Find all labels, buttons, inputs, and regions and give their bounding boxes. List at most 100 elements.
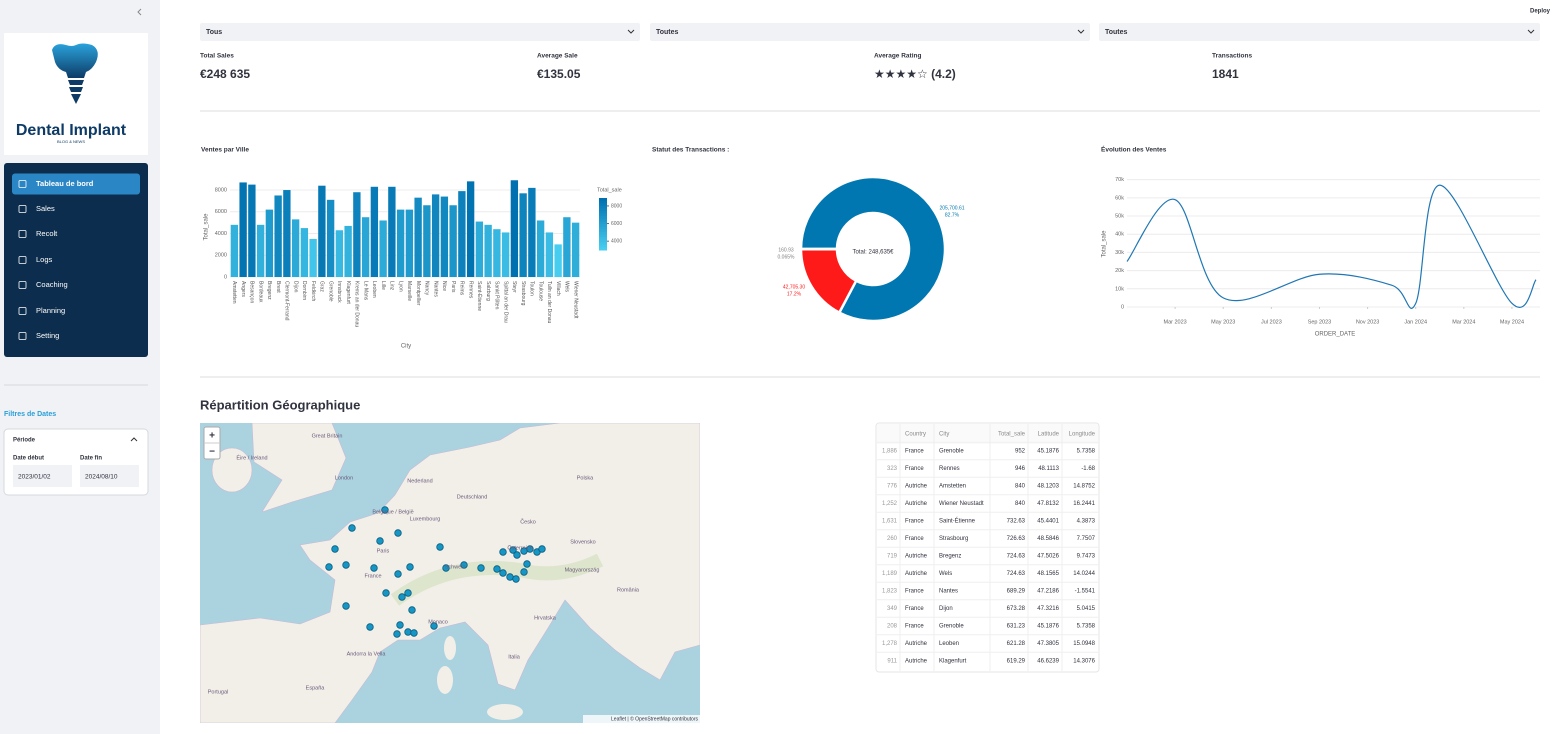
x-tick-label: Mar 2023 [1163,319,1186,325]
select[interactable] [650,23,1090,41]
select[interactable] [1099,23,1540,41]
bar [335,230,344,277]
table-cell: 840 [1015,484,1026,490]
x-tick-label: Dornbirn [301,281,307,300]
nav-item[interactable]: Setting [36,331,59,340]
nav-item[interactable]: Planning [36,306,65,315]
map-title: Répartition Géographique [200,397,360,412]
table-cell: France [905,449,924,455]
table-cell: Nantes [939,589,958,595]
map-label: France [364,573,381,579]
x-tick-label: May 2023 [1211,319,1235,325]
bar [274,195,282,277]
table-cell: 631.23 [1007,624,1026,630]
sales-line [1126,184,1537,309]
slice-value-label: 205,700.61 [939,205,964,211]
attribution[interactable]: Leaflet | © OpenStreetMap contributors [611,715,698,722]
zoom-out[interactable]: − [209,447,215,458]
bar [423,205,431,277]
end-input[interactable] [80,465,139,487]
nav-icon [18,281,27,289]
x-axis-label: City [401,344,411,350]
start-input[interactable] [13,465,72,487]
nav-item[interactable]: Sales [36,204,55,213]
x-tick-label: Steyr [511,281,517,293]
land [437,666,453,694]
table-cell: 5.7358 [1077,449,1096,455]
bar [326,199,335,277]
period-caret[interactable] [130,437,138,442]
collapse-button[interactable] [137,8,142,16]
x-tick-label: Nantes [432,281,438,297]
bar [519,193,527,277]
deploy-button[interactable]: Deploy [1530,9,1551,15]
table-cell: Wiener Neustadt [939,501,984,507]
colorbar-segment [599,224,607,228]
chart-title: Statut des Transactions : [652,147,729,154]
x-tick-label: May 2024 [1500,319,1524,325]
map-marker [523,560,531,568]
metric-value: €135.05 [537,67,581,81]
bar [571,222,580,277]
x-tick-label: Bregenz [266,281,272,300]
zoom-in[interactable]: + [209,431,215,442]
metric-label: Average Rating [874,53,921,60]
nav-item[interactable]: Coaching [36,280,68,289]
nav-item[interactable]: Tableau de bord [36,179,94,188]
colorbar-tick-label: 6000 [611,221,622,227]
table-cell: 724.63 [1007,554,1026,560]
table-cell: Autriche [905,484,928,490]
x-tick-label: Saint-Étienne [476,281,483,311]
table-cell: Autriche [905,554,928,560]
map-marker [404,589,412,597]
bar [388,186,396,277]
table-cell: 48.5846 [1037,536,1059,542]
slice-value-label: 160.93 [778,247,794,253]
mountains [390,553,604,606]
nav-item[interactable]: Logs [36,255,53,264]
colorbar-segment [599,247,607,251]
map-label: Monaco [428,619,448,625]
table-cell: France [905,519,924,525]
map-label: Slovensko [570,539,595,545]
map-marker [509,546,517,554]
chart-title: Ventes par Ville [201,147,249,154]
map-marker [513,551,521,559]
map-marker [430,622,438,630]
bar [466,181,475,277]
map-marker [410,629,418,637]
map[interactable] [200,423,700,723]
table-cell: 46.6239 [1037,659,1059,665]
table-cell: -1.68 [1081,466,1095,472]
table-cell: 208 [887,624,898,630]
colorbar-segment [599,231,607,235]
y-tick-label: 2000 [215,253,227,259]
table-header-cell: Longitude [1069,432,1096,438]
map-label: Nederland [407,478,432,484]
y-tick-label: 0 [224,274,227,280]
table-cell: Grenoble [939,624,964,630]
select-value: Tous [206,29,222,36]
map-label: România [617,587,640,593]
bar [554,244,562,277]
map-marker [376,537,384,545]
logo-title: Dental Implant [16,122,127,139]
table-cell: 719 [887,554,898,560]
bar [396,209,405,277]
bar [344,225,352,277]
period-label[interactable]: Période [13,438,36,444]
y-tick-label: 70k [1115,177,1124,183]
table-cell: 4.3873 [1077,519,1096,525]
select[interactable] [200,23,640,41]
colorbar-title: Total_sale [597,187,622,193]
x-tick-label: Nice [441,281,447,291]
nav-item[interactable]: Recolt [36,229,58,238]
bar [493,229,501,277]
table-cell: 619.29 [1007,659,1026,665]
x-tick-label: Sep 2023 [1308,319,1332,325]
table-cell: Autriche [905,659,928,665]
start-value[interactable]: 2023/01/02 [18,474,51,481]
end-value[interactable]: 2024/08/10 [85,474,118,481]
table-cell: 45.4401 [1037,519,1059,525]
